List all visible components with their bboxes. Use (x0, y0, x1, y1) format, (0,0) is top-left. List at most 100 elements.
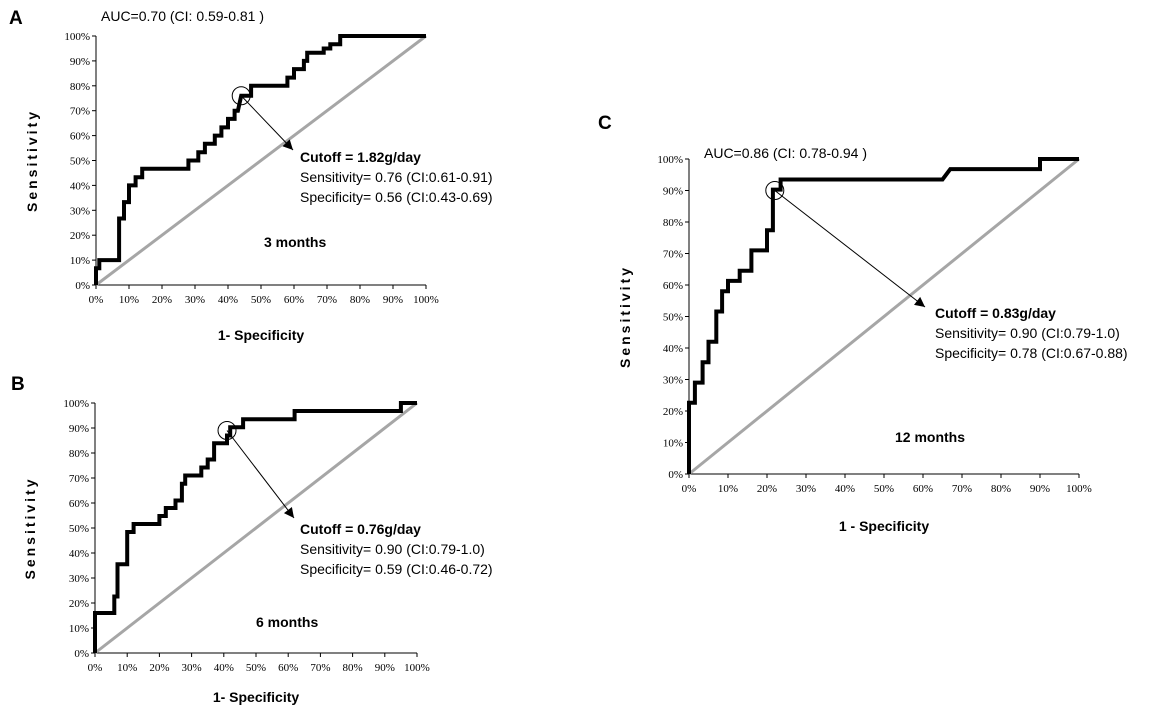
roc-curve-c (687, 157, 1079, 474)
x-tick-label: 60% (913, 483, 933, 495)
roc-curve-a (94, 34, 426, 285)
x-tick-label: 60% (284, 294, 304, 306)
roc-curve-b (93, 401, 417, 653)
x-tick-label: 30% (185, 294, 205, 306)
x-tick-label: 90% (1030, 483, 1050, 495)
y-tick-label: 60% (663, 280, 683, 292)
x-tick-label: 10% (718, 483, 738, 495)
y-axis-label-b: Sensitivity (22, 476, 38, 579)
y-tick-label: 100% (63, 398, 89, 410)
cutoff-arrowhead-a (282, 139, 293, 150)
y-tick-label: 70% (663, 249, 683, 261)
cutoff-text-b: Cutoff = 0.76g/day (300, 521, 421, 537)
x-tick-label: 0% (682, 483, 697, 495)
y-tick-label: 50% (70, 156, 90, 168)
y-tick-label: 20% (663, 406, 683, 418)
x-tick-label: 10% (119, 294, 139, 306)
cutoff-arrow-line-b (226, 430, 295, 519)
y-axis-label-c: Sensitivity (617, 265, 633, 368)
x-axis-label-b: 1- Specificity (213, 689, 300, 705)
cutoff-arrow-line-c (774, 190, 926, 308)
x-tick-label: 70% (317, 294, 337, 306)
x-tick-label: 90% (375, 662, 395, 674)
sensitivity-text-b: Sensitivity= 0.90 (CI:0.79-1.0) (300, 541, 485, 557)
y-tick-label: 80% (70, 81, 90, 93)
y-tick-label: 30% (69, 573, 89, 585)
y-tick-label: 100% (657, 154, 683, 166)
x-axis-label-a: 1- Specificity (218, 327, 305, 343)
period-label-a: 3 months (264, 234, 326, 250)
y-tick-label: 80% (69, 448, 89, 460)
y-tick-label: 70% (70, 106, 90, 118)
x-tick-label: 70% (952, 483, 972, 495)
x-tick-label: 20% (149, 662, 169, 674)
specificity-text-c: Specificity= 0.78 (CI:0.67-0.88) (935, 345, 1128, 361)
y-tick-label: 70% (69, 473, 89, 485)
y-tick-label: 40% (663, 343, 683, 355)
y-tick-label: 50% (663, 312, 683, 324)
x-tick-label: 0% (89, 294, 104, 306)
y-tick-label: 90% (70, 56, 90, 68)
x-tick-label: 60% (278, 662, 298, 674)
y-tick-label: 60% (69, 498, 89, 510)
x-tick-label: 80% (991, 483, 1011, 495)
reference-diagonal-c (688, 157, 1080, 476)
y-tick-label: 90% (663, 186, 683, 198)
x-tick-label: 90% (383, 294, 403, 306)
x-tick-label: 50% (874, 483, 894, 495)
y-tick-label: 10% (69, 623, 89, 635)
y-tick-label: 80% (663, 217, 683, 229)
y-tick-label: 0% (75, 280, 90, 292)
cutoff-arrowhead-c (914, 296, 925, 307)
y-tick-label: 40% (70, 180, 90, 192)
sensitivity-text-c: Sensitivity= 0.90 (CI:0.79-1.0) (935, 325, 1120, 341)
specificity-text-b: Specificity= 0.59 (CI:0.46-0.72) (300, 561, 493, 577)
x-tick-label: 50% (251, 294, 271, 306)
reference-diagonal-a (95, 34, 427, 287)
y-tick-label: 90% (69, 423, 89, 435)
cutoff-text-c: Cutoff = 0.83g/day (935, 305, 1056, 321)
reference-diagonal-b (94, 401, 418, 655)
x-tick-label: 100% (404, 662, 430, 674)
specificity-text-a: Specificity= 0.56 (CI:0.43-0.69) (300, 189, 493, 205)
x-tick-label: 20% (757, 483, 777, 495)
x-tick-label: 80% (350, 294, 370, 306)
y-tick-label: 30% (70, 205, 90, 217)
y-tick-label: 20% (69, 598, 89, 610)
cutoff-arrowhead-b (283, 507, 294, 518)
x-tick-label: 30% (182, 662, 202, 674)
y-tick-label: 0% (74, 648, 89, 660)
cutoff-marker-b (217, 421, 237, 440)
x-tick-label: 0% (88, 662, 103, 674)
y-axis-label-a: Sensitivity (24, 109, 40, 212)
panel-label-b: B (11, 374, 25, 395)
y-tick-label: 20% (70, 230, 90, 242)
y-tick-label: 60% (70, 131, 90, 143)
auc-text-a: AUC=0.70 (CI: 0.59-0.81 ) (101, 8, 264, 24)
x-tick-label: 100% (413, 294, 439, 306)
x-tick-label: 20% (152, 294, 172, 306)
x-tick-label: 100% (1066, 483, 1092, 495)
cutoff-arrow-line-a (240, 95, 294, 151)
x-tick-label: 70% (310, 662, 330, 674)
period-label-c: 12 months (895, 429, 965, 445)
x-tick-label: 40% (214, 662, 234, 674)
cutoff-marker-a (231, 86, 251, 106)
cutoff-text-a: Cutoff = 1.82g/day (300, 149, 421, 165)
y-tick-label: 0% (668, 469, 683, 481)
panel-label-c: C (598, 113, 612, 134)
period-label-b: 6 months (256, 614, 318, 630)
y-tick-label: 10% (663, 438, 683, 450)
x-tick-label: 40% (835, 483, 855, 495)
cutoff-marker-c (765, 181, 785, 200)
panel-label-a: A (9, 8, 23, 29)
x-axis-label-c: 1 - Specificity (839, 518, 929, 534)
x-tick-label: 40% (218, 294, 238, 306)
x-tick-label: 30% (796, 483, 816, 495)
auc-text-c: AUC=0.86 (CI: 0.78-0.94 ) (704, 145, 867, 161)
x-tick-label: 50% (246, 662, 266, 674)
x-tick-label: 10% (117, 662, 137, 674)
y-tick-label: 50% (69, 523, 89, 535)
y-tick-label: 30% (663, 375, 683, 387)
